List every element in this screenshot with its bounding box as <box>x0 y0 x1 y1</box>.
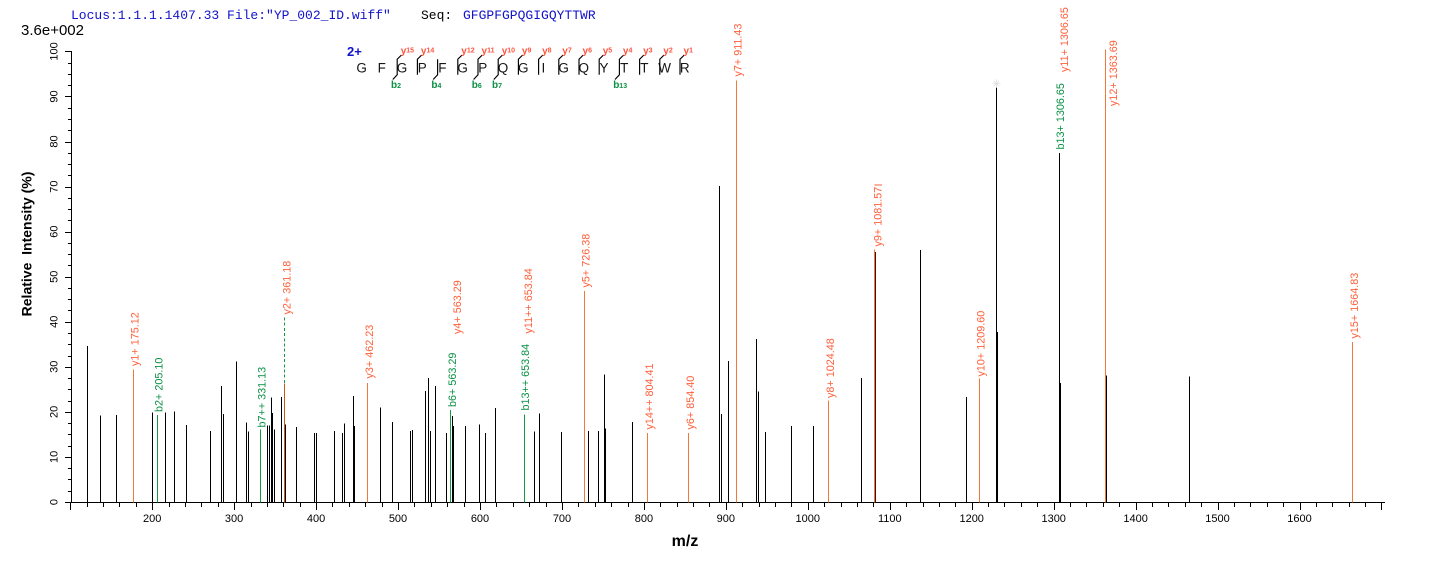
svg-text:b6+ 563.29: b6+ 563.29 <box>447 353 459 407</box>
svg-text:T: T <box>620 61 628 76</box>
svg-text:70: 70 <box>49 180 61 192</box>
svg-text:G: G <box>397 61 408 76</box>
svg-text:50: 50 <box>49 271 61 283</box>
svg-text:1000: 1000 <box>796 513 820 525</box>
svg-text:500: 500 <box>389 513 407 525</box>
svg-text:b13+ 1306.65: b13+ 1306.65 <box>1055 83 1067 149</box>
svg-text:G: G <box>356 61 367 76</box>
svg-text:y2: y2 <box>663 46 673 57</box>
svg-text:30: 30 <box>49 361 61 373</box>
svg-text:Relative Intensity (%): Relative Intensity (%) <box>19 172 35 317</box>
svg-text:y10: y10 <box>502 46 515 57</box>
svg-text:y15+ 1664.83: y15+ 1664.83 <box>1349 273 1361 339</box>
svg-text:b4: b4 <box>431 80 441 91</box>
svg-text:700: 700 <box>553 513 571 525</box>
svg-text:y12+ 1363.69: y12+ 1363.69 <box>1108 40 1120 106</box>
svg-text:y4+ 563.29: y4+ 563.29 <box>452 280 464 334</box>
svg-text:G: G <box>518 61 529 76</box>
svg-text:y5: y5 <box>603 46 613 57</box>
svg-text:2+: 2+ <box>347 44 362 59</box>
svg-text:y1: y1 <box>684 46 694 57</box>
svg-text:b7: b7 <box>492 80 502 91</box>
svg-text:b2+ 205.10: b2+ 205.10 <box>154 358 166 412</box>
svg-text:Q: Q <box>498 61 509 76</box>
svg-text:1100: 1100 <box>878 513 902 525</box>
svg-text:y11++ 653.84: y11++ 653.84 <box>523 268 535 333</box>
svg-text:y2+ 361.18: y2+ 361.18 <box>281 261 293 315</box>
svg-text:10: 10 <box>49 451 61 463</box>
svg-text:60: 60 <box>49 225 61 237</box>
svg-text:40: 40 <box>49 316 61 328</box>
svg-text:y11+ 1306.65: y11+ 1306.65 <box>1059 7 1071 72</box>
svg-text:300: 300 <box>225 513 243 525</box>
svg-text:20: 20 <box>49 406 61 418</box>
svg-text:200: 200 <box>143 513 161 525</box>
svg-text:y10+ 1209.60: y10+ 1209.60 <box>976 311 988 377</box>
svg-text:y7: y7 <box>562 46 572 57</box>
svg-text:80: 80 <box>49 135 61 147</box>
svg-text:b13: b13 <box>613 80 627 91</box>
svg-text:600: 600 <box>471 513 489 525</box>
svg-text:y9+ 1081.57: y9+ 1081.57 <box>872 187 884 247</box>
svg-text:0: 0 <box>49 499 61 505</box>
svg-text:y9: y9 <box>522 46 532 57</box>
svg-text:b13++ 653.84: b13++ 653.84 <box>520 344 532 411</box>
svg-text:y4: y4 <box>623 46 633 57</box>
svg-text:b7++ 331.13: b7++ 331.13 <box>257 367 269 428</box>
svg-text:R: R <box>680 61 690 76</box>
svg-text:G: G <box>457 61 468 76</box>
svg-text:W: W <box>658 61 671 76</box>
svg-text:Q: Q <box>579 61 590 76</box>
svg-text:y12: y12 <box>461 46 474 57</box>
svg-text:1200: 1200 <box>959 513 983 525</box>
svg-text:1600: 1600 <box>1287 513 1311 525</box>
svg-text:y3: y3 <box>643 46 653 57</box>
svg-text:Y: Y <box>599 61 608 76</box>
svg-text:y8: y8 <box>542 46 552 57</box>
svg-text:m/z: m/z <box>672 533 699 550</box>
svg-text:P: P <box>478 61 487 76</box>
svg-text:y15: y15 <box>401 46 414 57</box>
svg-text:y3+ 462.23: y3+ 462.23 <box>364 325 376 379</box>
svg-text:b2: b2 <box>391 80 401 91</box>
svg-text:400: 400 <box>307 513 325 525</box>
svg-text:b6: b6 <box>472 80 482 91</box>
svg-text:y7+ 911.43: y7+ 911.43 <box>732 24 744 77</box>
svg-text:y1+ 175.12: y1+ 175.12 <box>130 312 142 366</box>
svg-text:y8+ 1024.48: y8+ 1024.48 <box>825 338 837 398</box>
svg-text:F: F <box>378 61 386 76</box>
svg-text:y14: y14 <box>421 46 434 57</box>
svg-text:1300: 1300 <box>1041 513 1065 525</box>
svg-text:y6+ 854.40: y6+ 854.40 <box>685 376 697 430</box>
svg-text:y5+ 726.38: y5+ 726.38 <box>580 234 592 288</box>
svg-text:P: P <box>418 61 427 76</box>
svg-text:800: 800 <box>635 513 653 525</box>
svg-text:I: I <box>542 61 546 76</box>
svg-text:y11: y11 <box>482 46 495 57</box>
svg-text:T: T <box>640 61 648 76</box>
svg-text:900: 900 <box>717 513 735 525</box>
svg-text:1500: 1500 <box>1205 513 1229 525</box>
svg-text:y6: y6 <box>583 46 593 57</box>
svg-text:G: G <box>558 61 569 76</box>
svg-text:1400: 1400 <box>1123 513 1147 525</box>
svg-text:90: 90 <box>49 90 61 102</box>
svg-text:y14++ 804.41: y14++ 804.41 <box>644 363 656 429</box>
svg-text:F: F <box>438 61 446 76</box>
svg-text:100: 100 <box>49 42 61 60</box>
